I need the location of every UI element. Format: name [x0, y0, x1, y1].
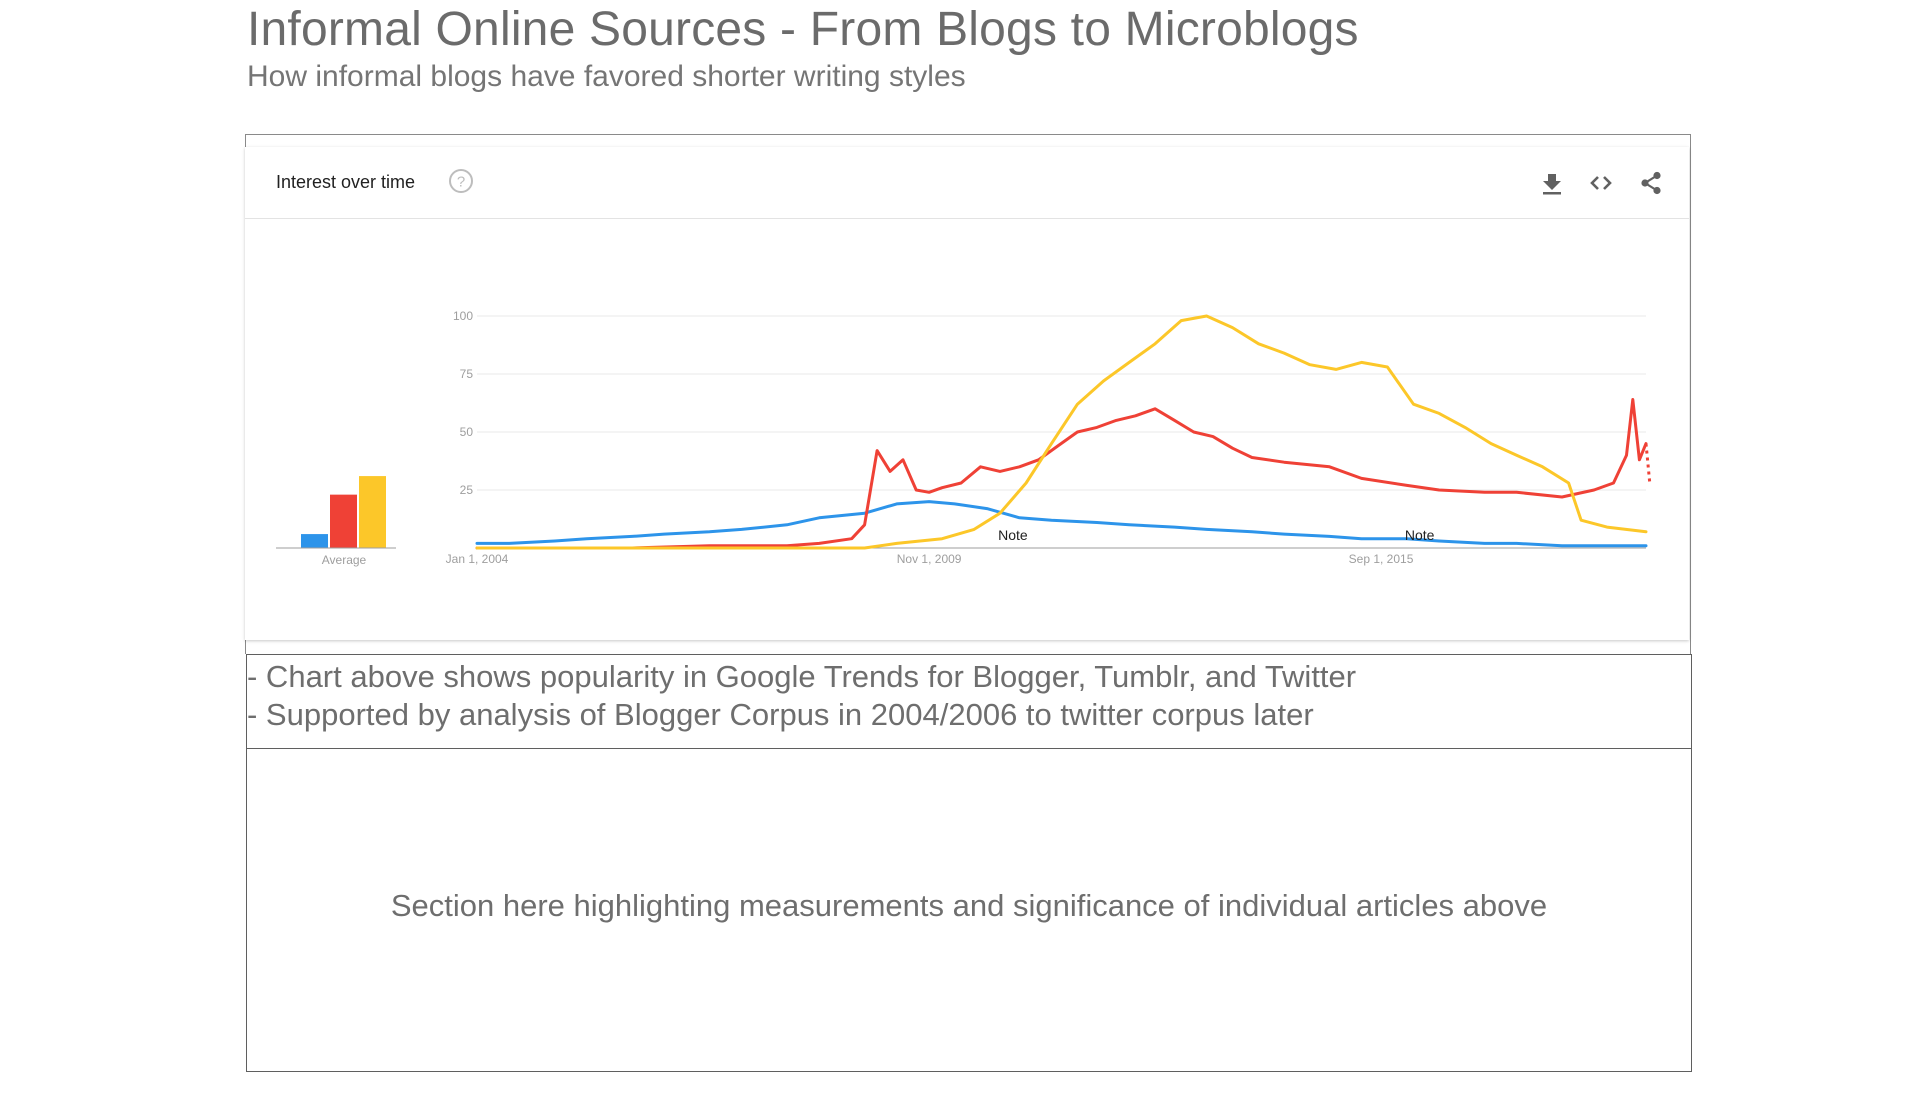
y-tick-label: 25 [460, 483, 474, 497]
note-line: - Supported by analysis of Blogger Corpu… [247, 697, 1314, 732]
card-title: Interest over time [276, 172, 416, 192]
x-tick-label: Sep 1, 2015 [1349, 552, 1414, 566]
average-bar [330, 494, 357, 548]
series-line [475, 314, 1648, 550]
page-title: Informal Online Sources - From Blogs to … [247, 3, 1359, 56]
series-line [475, 398, 1648, 550]
average-label: Average [322, 553, 367, 567]
annotation-label: Note [1405, 527, 1435, 543]
partial-data-line [1644, 443, 1652, 486]
y-tick-label: 75 [460, 367, 474, 381]
embed-code-icon[interactable] [1587, 169, 1615, 197]
share-icon[interactable] [1637, 169, 1665, 197]
trends-card: Interest over time ? 25 50 75 100 Jan 1, 200… [245, 147, 1689, 640]
section-box: Section here highlighting measurements a… [246, 748, 1692, 1072]
average-bar [359, 476, 386, 548]
svg-text:?: ? [457, 174, 465, 191]
x-tick-label: Jan 1, 2004 [446, 552, 509, 566]
page-subtitle: How informal blogs have favored shorter … [247, 60, 966, 93]
y-tick-label: 50 [460, 425, 474, 439]
note-line: - Chart above shows popularity in Google… [247, 659, 1357, 694]
download-icon[interactable] [1538, 169, 1566, 197]
section-placeholder-text: Section here highlighting measurements a… [390, 888, 1548, 923]
card-header: Interest over time ? [245, 147, 1689, 219]
interest-over-time-chart: 25 50 75 100 Jan 1, 2004 Nov 1, 2009 Sep 1, 20… [276, 309, 1652, 567]
notes-box: - Chart above shows popularity in Google… [246, 654, 1692, 749]
annotation-label: Note [998, 527, 1028, 543]
y-tick-label: 100 [453, 309, 473, 323]
series-line [475, 500, 1648, 548]
average-bar [301, 534, 328, 548]
help-circle-icon[interactable]: ? [448, 168, 474, 194]
x-tick-label: Nov 1, 2009 [897, 552, 962, 566]
